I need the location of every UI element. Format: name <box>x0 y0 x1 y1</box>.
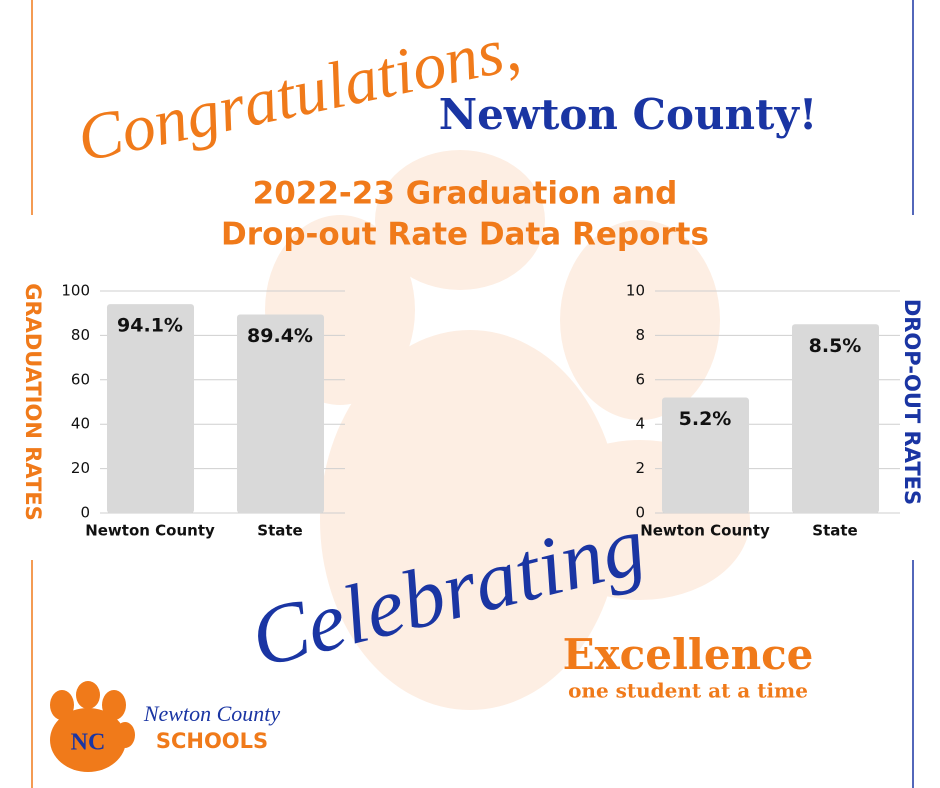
value-label: 94.1% <box>117 315 183 337</box>
x-tick-label: Newton County <box>85 522 215 540</box>
value-label: 89.4% <box>247 325 313 347</box>
excellence: Excellence <box>563 630 814 679</box>
tagline: one student at a time <box>568 679 808 703</box>
bar <box>237 314 324 513</box>
bar <box>662 397 749 513</box>
y-tick-label: 4 <box>635 415 645 433</box>
y-tick-label: 0 <box>635 504 645 522</box>
y-tick-label: 100 <box>61 282 90 300</box>
y-tick-label: 8 <box>635 326 645 344</box>
value-label: 8.5% <box>809 335 862 357</box>
value-label: 5.2% <box>679 408 732 430</box>
y-tick-label: 6 <box>635 370 645 388</box>
y-axis-label: GRADUATION RATES <box>21 283 45 521</box>
x-tick-label: State <box>257 522 302 540</box>
y-tick-label: 0 <box>80 504 90 522</box>
report-title: Drop-out Rate Data Reports <box>221 217 709 253</box>
report-title: 2022-23 Graduation and <box>253 176 678 212</box>
y-tick-label: 40 <box>71 415 90 433</box>
bar <box>107 304 194 513</box>
logo-initials: NC <box>71 730 106 756</box>
y-tick-label: 2 <box>635 459 645 477</box>
logo: NC Newton County SCHOOLS <box>50 681 280 772</box>
y-axis-label: DROP-OUT RATES <box>900 299 924 505</box>
county-headline: Newton County! <box>439 90 818 139</box>
bar <box>792 324 879 513</box>
y-tick-label: 20 <box>71 459 90 477</box>
x-tick-label: Newton County <box>640 522 770 540</box>
y-tick-label: 80 <box>71 326 90 344</box>
y-tick-label: 10 <box>626 282 645 300</box>
x-tick-label: State <box>812 522 857 540</box>
logo-script: Newton County <box>143 701 281 726</box>
y-tick-label: 60 <box>71 370 90 388</box>
logo-schools: SCHOOLS <box>156 729 268 753</box>
